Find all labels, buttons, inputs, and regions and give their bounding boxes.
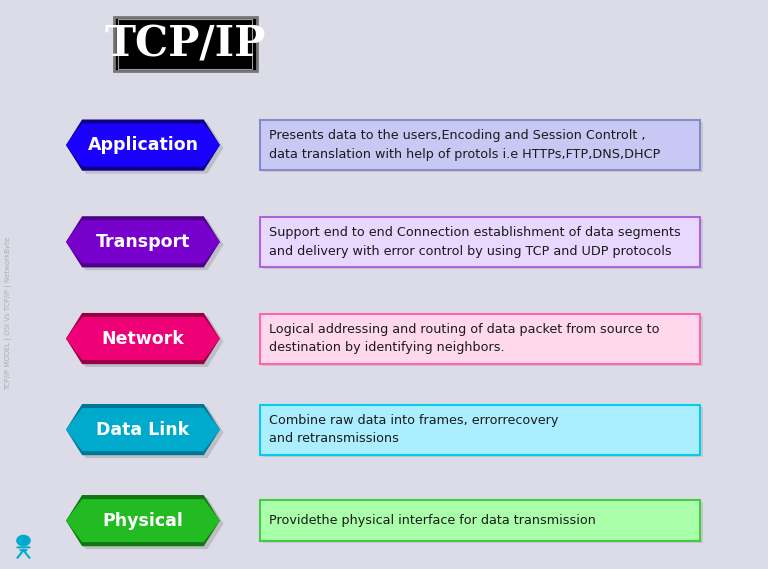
FancyBboxPatch shape bbox=[260, 314, 700, 364]
Text: Logical addressing and routing of data packet from source to
destination by iden: Logical addressing and routing of data p… bbox=[269, 323, 660, 354]
Text: Support end to end Connection establishment of data segments
and delivery with e: Support end to end Connection establishm… bbox=[269, 226, 680, 258]
Text: Transport: Transport bbox=[96, 233, 190, 251]
FancyBboxPatch shape bbox=[260, 120, 700, 170]
Text: Data Link: Data Link bbox=[96, 420, 190, 439]
Polygon shape bbox=[70, 316, 223, 367]
Polygon shape bbox=[70, 219, 223, 270]
Circle shape bbox=[17, 535, 30, 546]
Polygon shape bbox=[66, 495, 220, 546]
Text: Application: Application bbox=[88, 136, 198, 154]
Polygon shape bbox=[70, 407, 223, 458]
FancyBboxPatch shape bbox=[114, 17, 257, 71]
FancyBboxPatch shape bbox=[263, 122, 703, 172]
FancyBboxPatch shape bbox=[263, 502, 703, 543]
Polygon shape bbox=[66, 220, 220, 263]
Text: TCP/IP MODEL | OSI Vs TCP/IP | NetworkByte: TCP/IP MODEL | OSI Vs TCP/IP | NetworkBy… bbox=[5, 236, 12, 390]
FancyBboxPatch shape bbox=[260, 500, 700, 541]
Text: Combine raw data into frames, errorrecovery
and retransmissions: Combine raw data into frames, errorrecov… bbox=[269, 414, 558, 446]
Polygon shape bbox=[70, 498, 223, 549]
Polygon shape bbox=[66, 499, 220, 542]
Polygon shape bbox=[66, 119, 220, 171]
FancyBboxPatch shape bbox=[263, 219, 703, 269]
Text: Physical: Physical bbox=[102, 512, 184, 530]
Polygon shape bbox=[66, 404, 220, 455]
FancyBboxPatch shape bbox=[263, 316, 703, 366]
FancyBboxPatch shape bbox=[260, 217, 700, 267]
Text: TCP/IP: TCP/IP bbox=[104, 23, 266, 65]
Text: Presents data to the users,Encoding and Session Controlt ,
data translation with: Presents data to the users,Encoding and … bbox=[269, 129, 660, 161]
Text: Providethe physical interface for data transmission: Providethe physical interface for data t… bbox=[269, 514, 596, 527]
FancyBboxPatch shape bbox=[260, 405, 700, 455]
Polygon shape bbox=[66, 313, 220, 364]
FancyBboxPatch shape bbox=[263, 407, 703, 457]
Polygon shape bbox=[66, 408, 220, 451]
Text: Network: Network bbox=[101, 329, 184, 348]
Polygon shape bbox=[66, 123, 220, 167]
Polygon shape bbox=[70, 122, 223, 174]
Polygon shape bbox=[66, 216, 220, 267]
Polygon shape bbox=[66, 317, 220, 360]
